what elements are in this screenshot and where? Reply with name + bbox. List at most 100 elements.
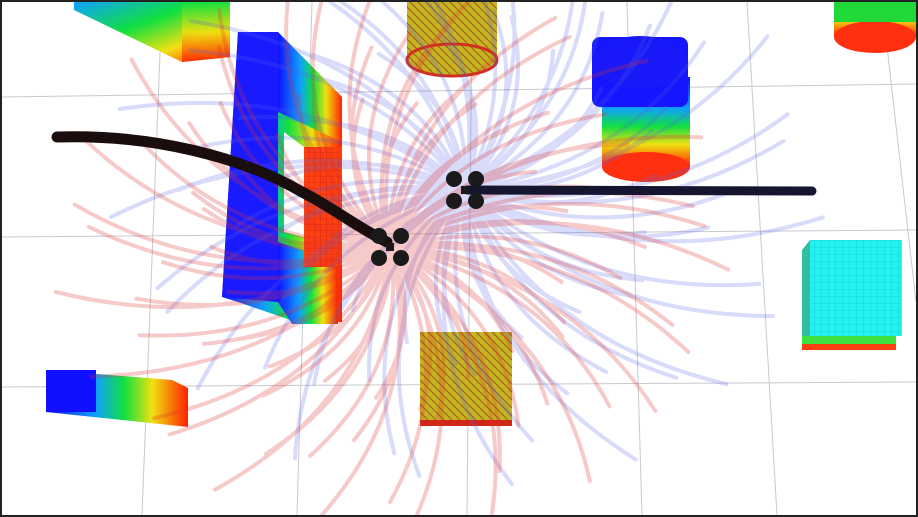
trajectory-red (379, 14, 458, 249)
trajectory-red (388, 245, 515, 354)
trajectory-blue (463, 9, 509, 192)
trajectory-blue (463, 112, 790, 198)
trajectory-red (284, 2, 392, 249)
trajectory-blue (396, 188, 467, 478)
trajectory-red (366, 30, 412, 249)
trajectory-red (388, 34, 572, 249)
executed-path-black (51, 131, 393, 248)
trajectory-blue (463, 188, 609, 374)
candidate-trajectories-blue (109, 2, 825, 487)
trajectory-red (388, 234, 623, 280)
trajectory-red (201, 207, 392, 254)
trajectory-blue (275, 184, 467, 236)
trajectory-red (388, 245, 658, 413)
trajectory-red (267, 245, 392, 369)
trajectory-blue (460, 188, 524, 340)
trajectory-red (388, 128, 510, 249)
trajectory-blue (463, 2, 674, 192)
trajectory-blue (463, 15, 521, 192)
trajectory-red (388, 245, 498, 515)
trajectory-red (388, 245, 550, 406)
trajectory-red (388, 58, 649, 249)
cyan-cube (802, 240, 902, 350)
trajectory-blue (463, 188, 729, 387)
trajectory-blue (463, 188, 825, 244)
trajectory-red (388, 240, 564, 284)
drone-blue (446, 171, 484, 209)
trajectory-blue (294, 188, 467, 278)
trajectory-blue (463, 188, 641, 300)
cylinder-olive (405, 2, 499, 78)
trajectory-red (388, 245, 502, 474)
trajectory-blue (189, 19, 467, 192)
trajectory-blue (191, 135, 467, 192)
cylinder-blue-gradient (592, 36, 690, 182)
trajectory-blue (376, 51, 467, 192)
trajectory-blue (453, 188, 535, 443)
trajectory-red (322, 245, 393, 383)
trajectory-red (388, 142, 630, 249)
trajectory-blue (441, 188, 514, 487)
trajectory-red (388, 245, 444, 515)
trajectory-blue (310, 74, 467, 192)
trajectory-blue (176, 158, 467, 192)
trajectory-blue (463, 2, 517, 192)
trajectory-blue (463, 188, 710, 239)
trajectory-blue (463, 188, 775, 319)
trajectory-blue (441, 188, 477, 377)
trajectory-blue (312, 188, 467, 387)
trajectory-blue (350, 188, 467, 312)
trajectory-red (388, 244, 691, 354)
trajectory-red (352, 245, 405, 443)
trajectory-blue (463, 11, 605, 192)
trajectory-blue (463, 188, 638, 462)
trajectory-red (388, 219, 647, 249)
trajectory-blue (463, 23, 652, 192)
trajectory-red (82, 137, 392, 250)
trajectory-red (388, 134, 704, 249)
trajectory-red (191, 190, 392, 252)
trajectory-red (347, 2, 392, 249)
trajectory-blue (463, 40, 706, 192)
trajectory-blue (463, 173, 658, 205)
trajectory-blue (424, 2, 476, 192)
trajectory-blue (463, 188, 679, 380)
trajectory-blue (438, 32, 479, 192)
trajectory-red (387, 79, 473, 249)
drone-red (371, 228, 409, 266)
trajectory-red (319, 245, 402, 515)
cylinder-top-right (834, 2, 916, 53)
trajectory-red (388, 241, 675, 327)
trajectory-red (152, 245, 392, 421)
trajectory-red (167, 245, 392, 437)
trajectory-red (137, 245, 392, 338)
trajectory-red (388, 102, 478, 249)
trajectory-red (72, 202, 392, 264)
trajectory-blue (463, 188, 582, 314)
trajectory-blue (379, 2, 468, 192)
trajectory-blue (237, 115, 467, 192)
trajectory-red (388, 245, 612, 409)
trajectory-blue (463, 86, 604, 192)
trajectory-blue (155, 186, 467, 291)
trajectory-blue (283, 162, 467, 192)
trajectory-blue (311, 53, 467, 192)
trajectory-red (263, 245, 392, 456)
trajectory-blue (235, 179, 467, 228)
trajectory-red (378, 101, 419, 249)
trajectory-red (261, 245, 392, 398)
trajectory-blue (433, 2, 472, 192)
trajectory-red (134, 245, 392, 308)
trajectory-red (388, 15, 558, 249)
trajectory-red (202, 245, 392, 346)
trajectory-red (129, 57, 392, 249)
trajectory-red (388, 220, 731, 272)
trajectory-red (209, 245, 392, 268)
trajectory-red (308, 245, 396, 458)
trajectory-red (388, 112, 607, 249)
trajectory-red (310, 2, 392, 249)
olive-cube (420, 332, 512, 426)
trajectory-red (135, 135, 392, 249)
trajectory-red (388, 110, 550, 249)
